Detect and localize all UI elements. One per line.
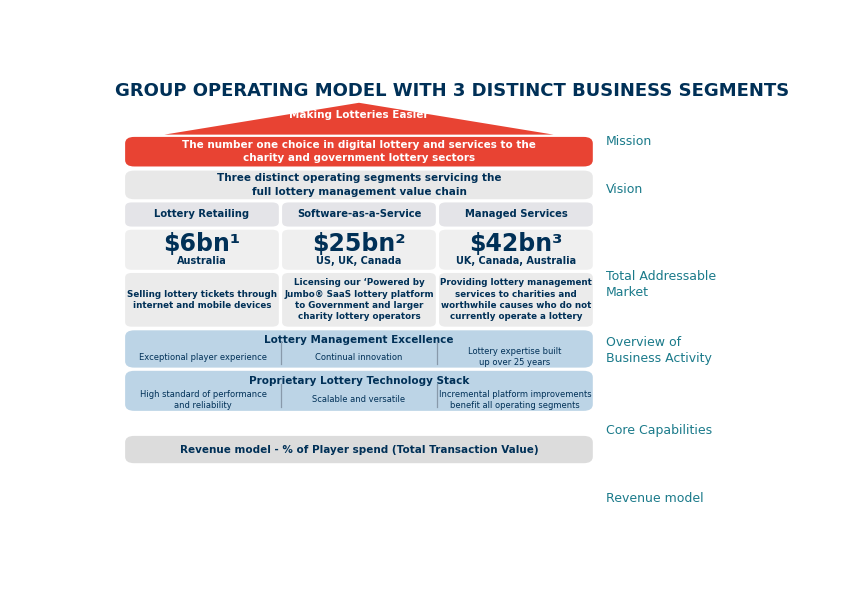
Text: Revenue model: Revenue model: [606, 492, 704, 505]
Text: US, UK, Canada: US, UK, Canada: [316, 256, 402, 266]
Text: Overview of
Business Activity: Overview of Business Activity: [606, 336, 711, 365]
Text: Australia: Australia: [177, 256, 227, 266]
Text: Lottery expertise built
up over 25 years: Lottery expertise built up over 25 years: [468, 347, 561, 367]
Text: $25bn²: $25bn²: [312, 232, 406, 256]
FancyBboxPatch shape: [125, 203, 279, 226]
Text: Lottery Management Excellence: Lottery Management Excellence: [264, 335, 454, 345]
Text: Selling lottery tickets through
internet and mobile devices: Selling lottery tickets through internet…: [127, 290, 277, 310]
Text: Revenue model - % of Player spend (Total Transaction Value): Revenue model - % of Player spend (Total…: [180, 444, 538, 454]
Text: Vision: Vision: [606, 183, 643, 196]
Text: Licensing our ‘Powered by
Jumbo® SaaS lottery platform
to Government and larger
: Licensing our ‘Powered by Jumbo® SaaS lo…: [284, 278, 434, 322]
Text: Exceptional player experience: Exceptional player experience: [139, 353, 267, 362]
Text: $42bn³: $42bn³: [469, 232, 563, 256]
FancyBboxPatch shape: [439, 203, 592, 226]
Text: Scalable and versatile: Scalable and versatile: [312, 395, 405, 404]
FancyBboxPatch shape: [282, 230, 436, 269]
FancyBboxPatch shape: [125, 230, 279, 269]
Text: Proprietary Lottery Technology Stack: Proprietary Lottery Technology Stack: [249, 376, 469, 386]
FancyBboxPatch shape: [125, 330, 592, 368]
FancyBboxPatch shape: [282, 273, 436, 327]
Text: Making Lotteries Easier: Making Lotteries Easier: [289, 110, 429, 120]
FancyBboxPatch shape: [282, 203, 436, 226]
Text: High standard of performance
and reliability: High standard of performance and reliabi…: [139, 389, 267, 410]
Text: Lottery Retailing: Lottery Retailing: [154, 209, 250, 219]
Text: Managed Services: Managed Services: [464, 209, 567, 219]
Text: The number one choice in digital lottery and services to the
charity and governm: The number one choice in digital lottery…: [182, 140, 536, 163]
Text: UK, Canada, Australia: UK, Canada, Australia: [456, 256, 576, 266]
Text: Continual innovation: Continual innovation: [316, 353, 403, 362]
FancyBboxPatch shape: [125, 273, 279, 327]
FancyBboxPatch shape: [125, 171, 592, 199]
Polygon shape: [165, 103, 554, 135]
Text: Incremental platform improvements
benefit all operating segments: Incremental platform improvements benefi…: [439, 389, 591, 410]
Text: Three distinct operating segments servicing the
full lottery management value ch: Three distinct operating segments servic…: [217, 173, 501, 197]
Text: Total Addressable
Market: Total Addressable Market: [606, 270, 716, 299]
Text: Core Capabilities: Core Capabilities: [606, 424, 712, 437]
Text: $6bn¹: $6bn¹: [164, 232, 241, 256]
FancyBboxPatch shape: [125, 436, 592, 463]
FancyBboxPatch shape: [439, 230, 592, 269]
FancyBboxPatch shape: [125, 371, 592, 411]
Text: GROUP OPERATING MODEL WITH 3 DISTINCT BUSINESS SEGMENTS: GROUP OPERATING MODEL WITH 3 DISTINCT BU…: [116, 82, 789, 100]
Text: Mission: Mission: [606, 135, 652, 148]
FancyBboxPatch shape: [125, 137, 592, 167]
Text: Providing lottery management
services to charities and
worthwhile causes who do : Providing lottery management services to…: [440, 278, 592, 322]
Text: Software-as-a-Service: Software-as-a-Service: [297, 209, 421, 219]
FancyBboxPatch shape: [439, 273, 592, 327]
